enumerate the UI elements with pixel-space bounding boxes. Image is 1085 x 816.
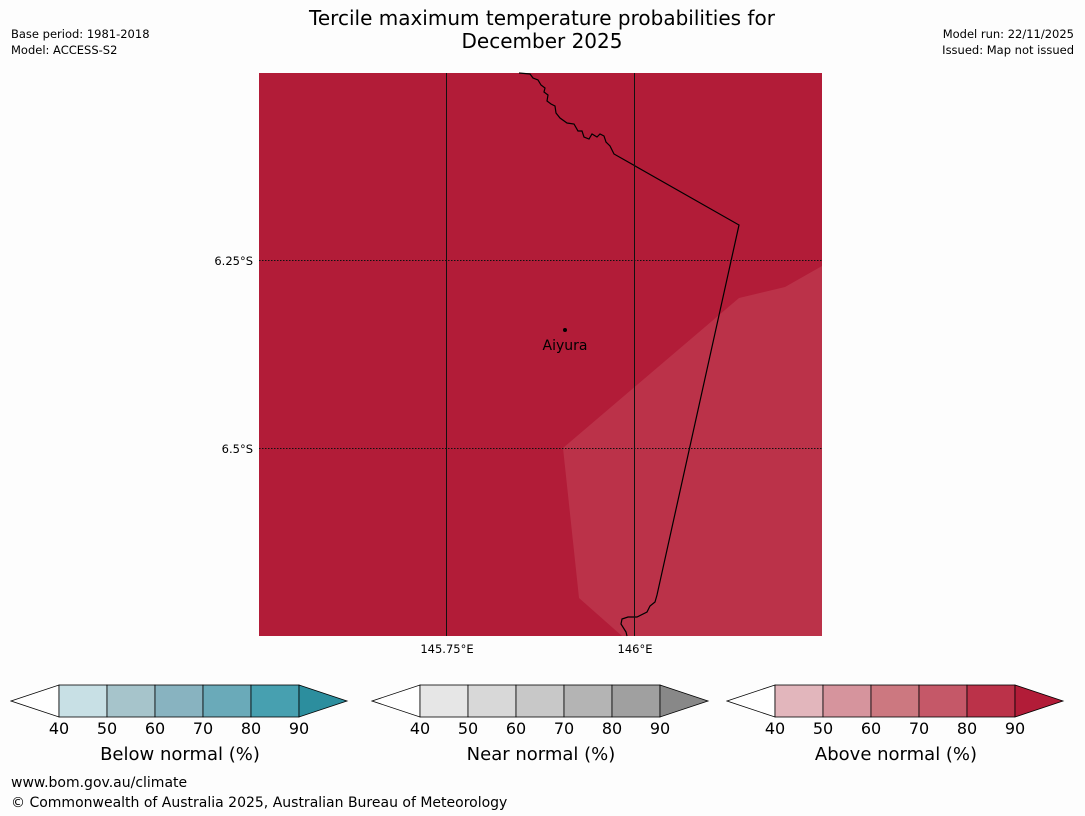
swatch-below-70-80	[202, 684, 252, 718]
model-run: Model run: 22/11/2025	[942, 27, 1074, 41]
tick-near-80: 80	[601, 719, 623, 738]
probability-field-80	[563, 266, 822, 636]
swatch-above-over-90	[1014, 684, 1065, 718]
colorbar-near-swatches	[371, 684, 710, 718]
swatch-above-40-50	[774, 684, 824, 718]
lat-label-6-5: 6.5°S	[222, 442, 253, 456]
swatch-below-40-50	[58, 684, 108, 718]
tick-near-50: 50	[457, 719, 479, 738]
lon-label-145-75: 145.75°E	[420, 642, 473, 656]
tick-below-50: 50	[96, 719, 118, 738]
colorbar-above-label: Above normal (%)	[814, 744, 978, 765]
swatch-near-60-70	[515, 684, 565, 718]
title-line-2: December 2025	[461, 29, 623, 53]
swatch-above-under-40	[726, 684, 776, 718]
tick-above-60: 60	[860, 719, 882, 738]
tick-above-50: 50	[812, 719, 834, 738]
tick-near-40: 40	[409, 719, 431, 738]
tick-below-40: 40	[48, 719, 70, 738]
tick-above-40: 40	[764, 719, 786, 738]
colorbar-near-normal: 40 50 60 70 80 90 Near normal (%)	[371, 684, 711, 774]
swatch-below-under-40	[10, 684, 60, 718]
colorbar-below-normal: 40 50 60 70 80 90 Below normal (%)	[10, 684, 350, 774]
lon-label-146: 146°E	[618, 642, 653, 656]
aiyura-label: Aiyura	[543, 338, 588, 354]
tick-near-60: 60	[505, 719, 527, 738]
run-info: Model run: 22/11/2025 Issued: Map not is…	[942, 26, 1074, 58]
swatch-below-80-90	[250, 684, 300, 718]
footer-copyright: © Commonwealth of Australia 2025, Austra…	[11, 795, 508, 811]
model-info: Base period: 1981-2018 Model: ACCESS-S2	[11, 26, 150, 58]
tick-above-90: 90	[1004, 719, 1026, 738]
swatch-near-80-90	[611, 684, 661, 718]
tick-near-70: 70	[553, 719, 575, 738]
model-name: Model: ACCESS-S2	[11, 43, 118, 57]
swatch-above-80-90	[966, 684, 1016, 718]
issued-status: Issued: Map not issued	[942, 43, 1074, 57]
aiyura-marker	[563, 328, 567, 332]
swatch-below-60-70	[154, 684, 204, 718]
country-border	[518, 72, 740, 637]
base-period: Base period: 1981-2018	[11, 27, 150, 41]
tick-below-80: 80	[240, 719, 262, 738]
colorbar-below-swatches	[10, 684, 349, 718]
title-line-1: Tercile maximum temperature probabilitie…	[309, 6, 775, 30]
colorbar-below-label: Below normal (%)	[100, 744, 260, 765]
map-title: Tercile maximum temperature probabilitie…	[242, 7, 842, 53]
swatch-near-50-60	[467, 684, 517, 718]
swatch-above-70-80	[918, 684, 968, 718]
swatch-near-40-50	[419, 684, 469, 718]
swatch-below-50-60	[106, 684, 156, 718]
lat-label-6-25: 6.25°S	[214, 254, 253, 268]
colorbar-above-swatches	[726, 684, 1065, 718]
colorbar-near-label: Near normal (%)	[466, 744, 616, 765]
swatch-above-60-70	[870, 684, 920, 718]
tick-above-70: 70	[908, 719, 930, 738]
swatch-below-over-90	[298, 684, 349, 718]
tick-near-90: 90	[649, 719, 671, 738]
swatch-near-under-40	[371, 684, 421, 718]
swatch-near-70-80	[563, 684, 613, 718]
tick-below-90: 90	[288, 719, 310, 738]
colorbar-above-normal: 40 50 60 70 80 90 Above normal (%)	[726, 684, 1066, 774]
tick-above-80: 80	[956, 719, 978, 738]
tick-below-60: 60	[144, 719, 166, 738]
footer-url: www.bom.gov.au/climate	[11, 775, 188, 791]
swatch-near-over-90	[659, 684, 710, 718]
tick-below-70: 70	[192, 719, 214, 738]
swatch-above-50-60	[822, 684, 872, 718]
